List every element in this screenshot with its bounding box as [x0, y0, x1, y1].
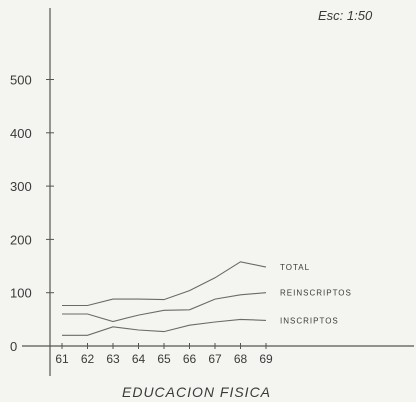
x-tick-label-64: 64: [132, 352, 146, 366]
series-label-total: TOTAL: [280, 263, 310, 272]
x-ticks: 61 62 63 64 65 66 67 68 69: [55, 343, 273, 366]
y-tick-label-300: 300: [10, 179, 32, 194]
series-lines: [62, 261, 267, 336]
x-tick-label-61: 61: [55, 352, 69, 366]
scale-note: Esc: 1:50: [318, 8, 373, 23]
series-line-reinscriptos: [62, 292, 267, 323]
y-tick-label-500: 500: [10, 73, 32, 88]
y-tick-label-100: 100: [10, 286, 32, 301]
y-ticks: 0 100 200 300 400 500: [10, 73, 54, 354]
series-labels: TOTAL REINSCRIPTOS INSCRIPTOS: [280, 263, 352, 325]
x-tick-label-63: 63: [106, 352, 120, 366]
y-tick-label-0: 0: [10, 339, 17, 354]
series-line-total: [62, 261, 267, 307]
y-tick-label-200: 200: [10, 232, 32, 247]
x-tick-label-65: 65: [157, 352, 171, 366]
x-tick-label-67: 67: [208, 352, 222, 366]
series-label-reinscriptos: REINSCRIPTOS: [280, 289, 352, 298]
x-tick-label-69: 69: [259, 352, 273, 366]
chart-title: EDUCACION FISICA: [122, 384, 271, 400]
series-line-inscriptos: [62, 318, 267, 336]
x-tick-label-66: 66: [183, 352, 197, 366]
series-label-inscriptos: INSCRIPTOS: [280, 316, 339, 325]
y-tick-label-400: 400: [10, 126, 32, 141]
x-tick-label-68: 68: [234, 352, 248, 366]
x-tick-label-62: 62: [81, 352, 95, 366]
